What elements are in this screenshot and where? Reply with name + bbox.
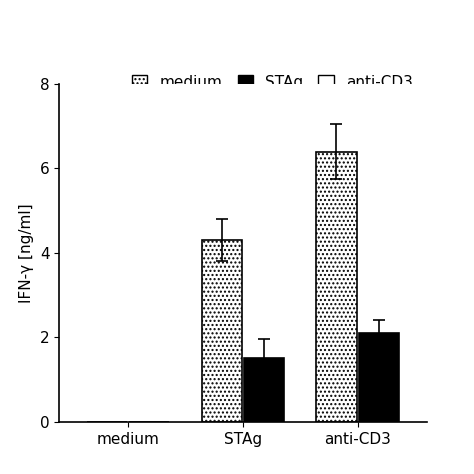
Bar bbox=[316, 152, 356, 422]
Y-axis label: IFN-γ [ng/ml]: IFN-γ [ng/ml] bbox=[19, 203, 34, 303]
Legend: medium, STAg, anti-CD3: medium, STAg, anti-CD3 bbox=[132, 75, 413, 90]
Bar bbox=[244, 358, 284, 422]
Bar bbox=[201, 240, 242, 422]
Bar bbox=[359, 333, 399, 422]
